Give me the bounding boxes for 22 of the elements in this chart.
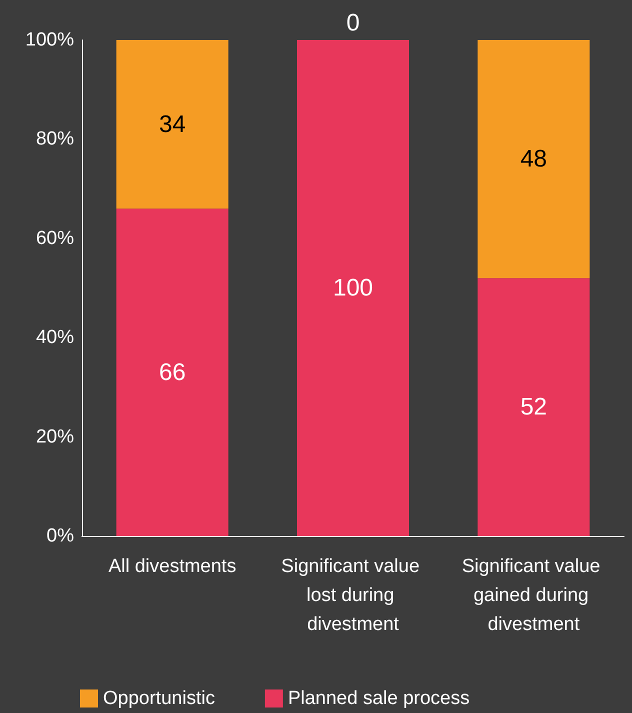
legend-label: Planned sale process: [288, 688, 470, 709]
x-tick-label: All divestments: [108, 556, 236, 577]
bar: [478, 278, 590, 536]
y-tick-label: 60%: [36, 228, 74, 249]
data-label: 0: [346, 10, 360, 36]
y-tick-label: 80%: [36, 128, 74, 150]
y-tick-label: 100%: [25, 30, 74, 50]
bar: [116, 40, 228, 209]
x-tick-label: Significant value lost during divestment: [281, 556, 425, 635]
bar: [116, 208, 228, 536]
data-label: 52: [520, 394, 548, 421]
data-label: 100: [332, 274, 374, 302]
x-tick-label: Significant value gained during divestment: [462, 556, 606, 635]
y-tick-label: 40%: [36, 327, 74, 348]
bar: [296, 40, 410, 536]
bar: [478, 40, 590, 278]
data-label: 34: [158, 110, 186, 138]
data-label: 66: [158, 358, 186, 386]
data-label: 48: [520, 146, 548, 173]
y-tick-label: 0%: [46, 526, 74, 546]
legend-label: Opportunistic: [103, 688, 215, 709]
y-tick-label: 20%: [36, 426, 74, 448]
